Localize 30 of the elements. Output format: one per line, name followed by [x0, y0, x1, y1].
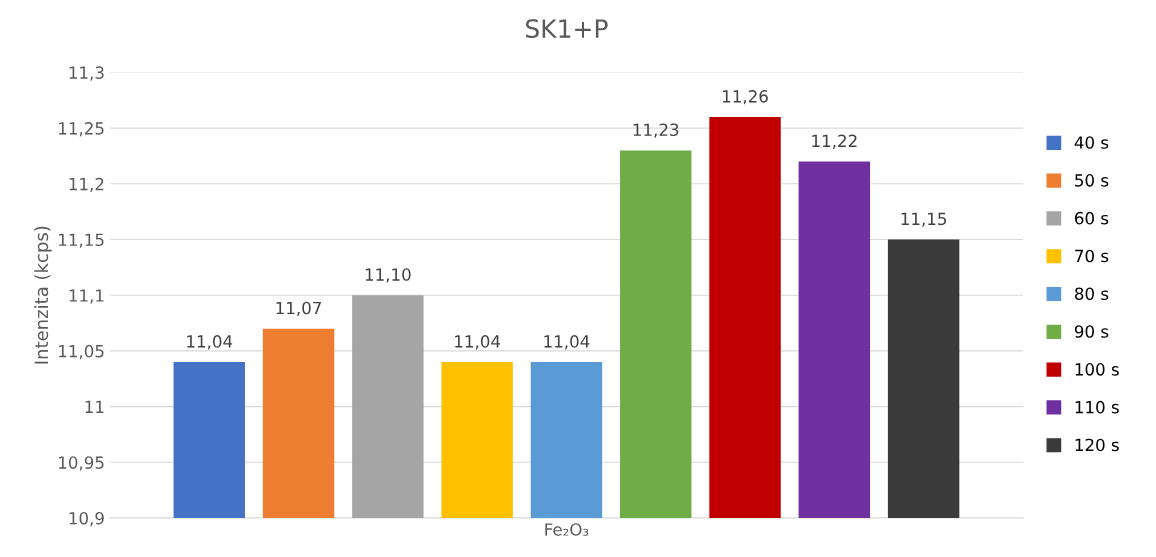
y-tick-label: 11,25 — [59, 122, 104, 137]
legend-label: 70 s — [1075, 249, 1109, 263]
legend-label: 80 s — [1074, 287, 1109, 301]
data-label: 11,15 — [901, 212, 947, 227]
legend-label: 60 s — [1075, 211, 1109, 225]
chart-title: SK1+P — [525, 19, 608, 39]
y-tick-label: 11 — [85, 400, 104, 413]
legend-label: 90 s — [1074, 325, 1109, 338]
y-tick-label: 10,9 — [69, 511, 104, 527]
data-label: 11,26 — [723, 90, 768, 105]
data-label: 11,07 — [276, 301, 321, 316]
y-tick-label: 11,15 — [59, 233, 104, 248]
x-tick-label: Fe₂O₃ — [545, 523, 589, 536]
data-label: 11,04 — [455, 335, 501, 350]
y-tick-label: 11,1 — [69, 289, 104, 304]
y-tick-label: 10,95 — [59, 456, 104, 471]
y-axis-title: Intenzita (kcps) — [34, 226, 52, 364]
data-label: 11,04 — [544, 335, 590, 350]
data-label: 11,04 — [187, 335, 233, 350]
y-tick-label: 11,05 — [59, 344, 104, 360]
data-label: 11,22 — [812, 134, 857, 149]
legend-label: 110 s — [1075, 400, 1119, 414]
legend-label: 40 s — [1074, 136, 1109, 149]
legend-label: 120 s — [1075, 438, 1119, 452]
y-tick-label: 11,3 — [69, 66, 104, 81]
legend-label: 50 s — [1075, 174, 1109, 187]
data-label: 11,23 — [633, 123, 679, 138]
data-label: 11,10 — [365, 268, 411, 283]
y-tick-label: 11,2 — [69, 177, 104, 193]
legend-label: 100 s — [1075, 363, 1119, 376]
